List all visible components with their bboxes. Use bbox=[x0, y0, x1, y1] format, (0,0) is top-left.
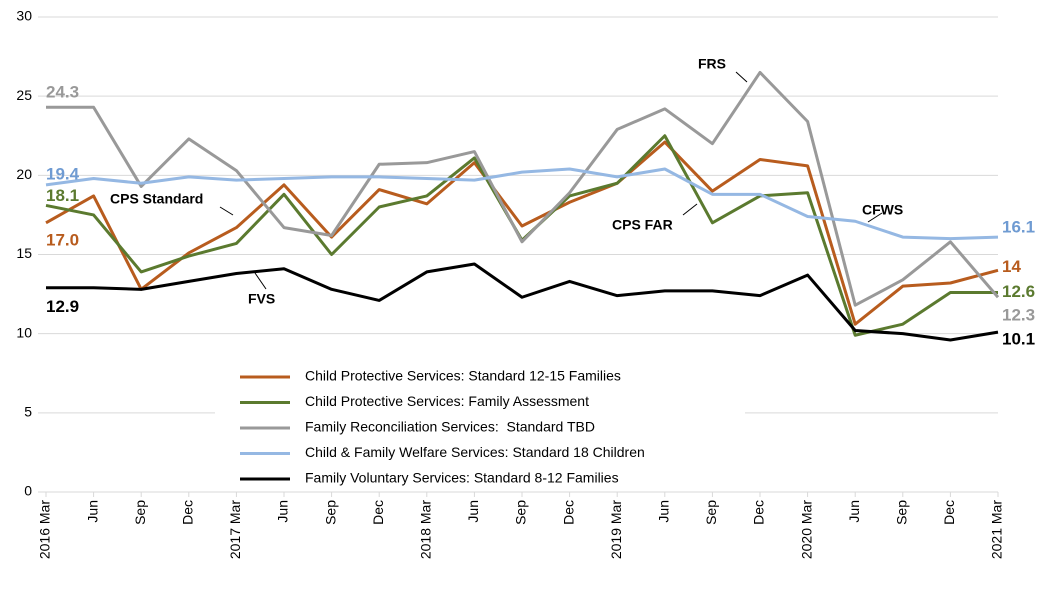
x-tick-label: Dec bbox=[370, 500, 386, 525]
series-line bbox=[46, 262, 999, 342]
y-tick-label: 15 bbox=[16, 245, 32, 261]
x-tick-label: 2016 Mar bbox=[37, 500, 53, 559]
data-label: 17.0 bbox=[46, 230, 79, 249]
annotation: CPS Standard bbox=[110, 191, 203, 207]
y-tick-label: 10 bbox=[16, 324, 32, 340]
legend-label: Family Reconciliation Services: Standard… bbox=[305, 419, 595, 435]
x-tick-label: Sep bbox=[513, 500, 529, 525]
x-tick-label: Sep bbox=[132, 500, 148, 525]
series-line bbox=[46, 70, 1000, 307]
data-label: 18.1 bbox=[46, 186, 79, 205]
x-tick-label: 2020 Mar bbox=[798, 500, 814, 559]
annotation-leader bbox=[735, 71, 748, 83]
x-tick-label: Sep bbox=[894, 500, 910, 525]
data-label: 10.1 bbox=[1002, 330, 1035, 349]
legend-label: Family Voluntary Services: Standard 8-12… bbox=[305, 470, 619, 486]
x-tick-label: Dec bbox=[180, 500, 196, 525]
annotation-leader bbox=[867, 212, 883, 223]
annotation-leader bbox=[219, 206, 234, 216]
annotation: CFWS bbox=[862, 202, 903, 218]
y-tick-label: 30 bbox=[16, 8, 32, 24]
x-tick-label: Sep bbox=[703, 500, 719, 525]
x-tick-label: Jun bbox=[84, 500, 100, 523]
data-label: 16.1 bbox=[1002, 218, 1035, 237]
y-tick-label: 25 bbox=[16, 87, 32, 103]
data-label: 12.9 bbox=[46, 297, 79, 316]
series-line bbox=[45, 140, 999, 326]
x-tick-label: 2017 Mar bbox=[227, 500, 243, 559]
legend-box bbox=[215, 364, 745, 491]
legend-label: Child Protective Services: Standard 12-1… bbox=[305, 368, 621, 384]
series-line bbox=[45, 167, 999, 241]
y-tick-label: 0 bbox=[24, 483, 32, 499]
x-tick-label: Dec bbox=[941, 500, 957, 525]
y-tick-label: 20 bbox=[16, 166, 32, 182]
legend: Child Protective Services: Standard 12-1… bbox=[215, 364, 745, 491]
x-tick-label: Jun bbox=[846, 500, 862, 523]
x-tick-label: Jun bbox=[275, 500, 291, 523]
data-label: 24.3 bbox=[46, 83, 79, 102]
data-label: 12.3 bbox=[1002, 306, 1035, 325]
x-tick-label: Jun bbox=[656, 500, 672, 523]
annotation: CPS FAR bbox=[612, 217, 673, 233]
annotation-leader bbox=[254, 272, 267, 290]
data-label: 19.4 bbox=[46, 164, 80, 183]
legend-label: Child & Family Welfare Services: Standar… bbox=[305, 444, 645, 460]
x-tick-label: Jun bbox=[465, 500, 481, 523]
y-tick-label: 5 bbox=[24, 404, 32, 420]
data-label: 12.6 bbox=[1002, 282, 1035, 301]
x-tick-label: 2019 Mar bbox=[608, 500, 624, 559]
legend-label: Child Protective Services: Family Assess… bbox=[305, 393, 589, 409]
x-tick-label: 2021 Mar bbox=[989, 500, 1005, 559]
x-tick-label: Dec bbox=[560, 500, 576, 525]
x-tick-label: 2018 Mar bbox=[418, 500, 434, 559]
x-tick-label: Sep bbox=[322, 500, 338, 525]
x-tick-label: Dec bbox=[751, 500, 767, 525]
data-label: 14 bbox=[1002, 257, 1021, 276]
annotation-leader bbox=[682, 203, 698, 216]
annotation: FVS bbox=[248, 291, 275, 307]
annotation: FRS bbox=[698, 56, 726, 72]
